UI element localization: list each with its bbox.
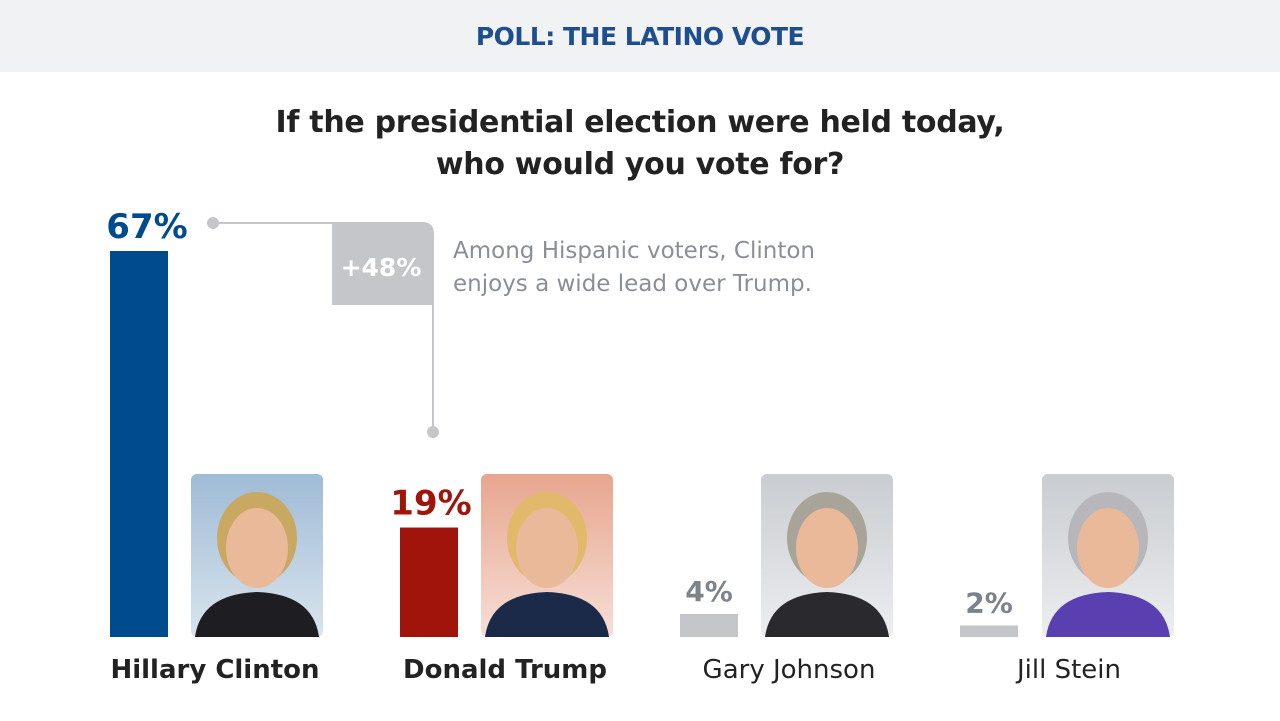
candidate-name: Donald Trump: [403, 655, 607, 685]
value-label: 2%: [965, 586, 1013, 619]
value-label: 4%: [685, 575, 733, 608]
portrait-body: [1046, 592, 1170, 637]
header-bar: POLL: THE LATINO VOTE: [0, 0, 1280, 72]
portrait-body: [485, 592, 609, 637]
bar-donald-trump: [400, 527, 458, 637]
candidate-name: Gary Johnson: [703, 655, 876, 685]
portrait-face: [516, 508, 578, 588]
chart-title-line2: who would you vote for?: [435, 147, 845, 182]
candidate-name: Hillary Clinton: [110, 655, 319, 685]
chart-title: If the presidential election were held t…: [0, 102, 1280, 186]
value-label: 19%: [390, 484, 471, 524]
lead-connector: +48%: [207, 217, 439, 438]
portrait-face: [796, 508, 858, 588]
lead-badge-text: +48%: [341, 253, 422, 282]
portrait-body: [765, 592, 889, 637]
portrait-body: [195, 592, 319, 637]
lead-badge: [332, 222, 433, 305]
bar-jill-stein: [960, 625, 1018, 637]
bar-hillary-clinton: [110, 251, 168, 637]
annotation-line2: enjoys a wide lead over Trump.: [453, 271, 812, 297]
candidate-name: Jill Stein: [1015, 655, 1121, 685]
chart-title-line1: If the presidential election were held t…: [275, 105, 1005, 140]
bar-gary-johnson: [680, 613, 738, 637]
annotation-line1: Among Hispanic voters, Clinton: [453, 238, 815, 264]
portrait-face: [1077, 508, 1139, 588]
portrait-face: [226, 508, 288, 588]
header-title: POLL: THE LATINO VOTE: [475, 21, 805, 51]
value-label: 67%: [106, 207, 187, 247]
connector-dot-start: [207, 217, 219, 229]
connector-dot-end: [427, 426, 439, 438]
